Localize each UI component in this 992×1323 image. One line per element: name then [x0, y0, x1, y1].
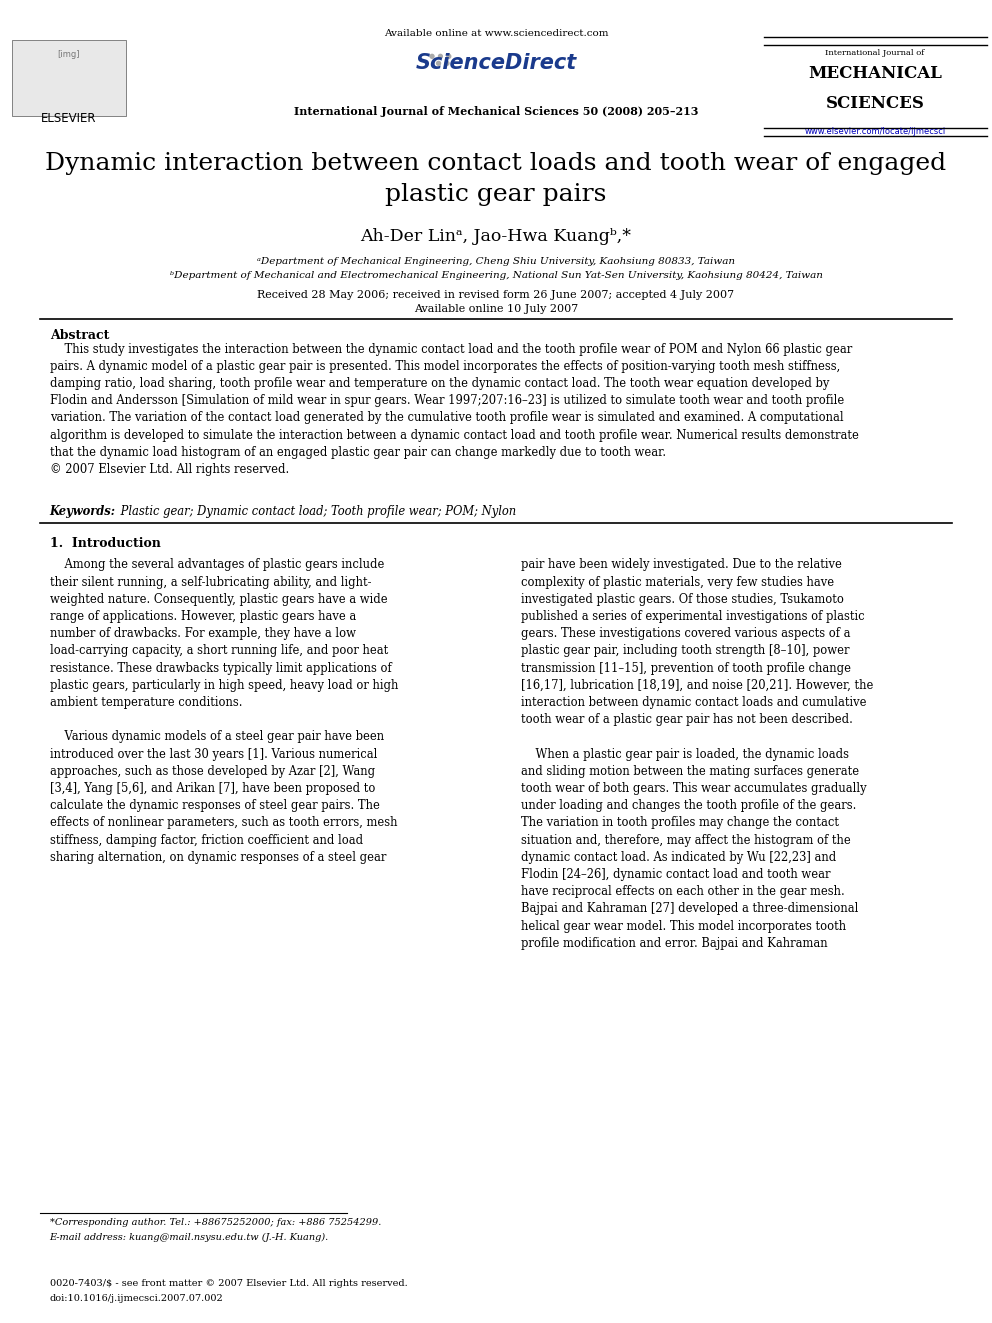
Text: International Journal of: International Journal of	[825, 49, 925, 57]
Text: Dynamic interaction between contact loads and tooth wear of engaged
plastic gear: Dynamic interaction between contact load…	[46, 152, 946, 206]
Text: Abstract: Abstract	[50, 329, 109, 343]
Text: Plastic gear; Dynamic contact load; Tooth profile wear; POM; Nylon: Plastic gear; Dynamic contact load; Toot…	[117, 505, 516, 519]
Text: Received 28 May 2006; received in revised form 26 June 2007; accepted 4 July 200: Received 28 May 2006; received in revise…	[258, 290, 734, 300]
Text: www.elsevier.com/locate/ijmecsci: www.elsevier.com/locate/ijmecsci	[805, 127, 945, 136]
Text: [img]: [img]	[58, 50, 79, 60]
Text: Available online 10 July 2007: Available online 10 July 2007	[414, 304, 578, 315]
Text: ScienceDirect: ScienceDirect	[416, 53, 576, 73]
Text: Among the several advantages of plastic gears include
their silent running, a se: Among the several advantages of plastic …	[50, 558, 398, 864]
Text: ᵃDepartment of Mechanical Engineering, Cheng Shiu University, Kaohsiung 80833, T: ᵃDepartment of Mechanical Engineering, C…	[257, 257, 735, 266]
Text: SCIENCES: SCIENCES	[825, 95, 925, 112]
Text: E-mail address: kuang@mail.nsysu.edu.tw (J.-H. Kuang).: E-mail address: kuang@mail.nsysu.edu.tw …	[50, 1233, 329, 1242]
Text: *Corresponding author. Tel.: +88675252000; fax: +886 75254299.: *Corresponding author. Tel.: +8867525200…	[50, 1218, 381, 1228]
Text: 0020-7403/$ - see front matter © 2007 Elsevier Ltd. All rights reserved.: 0020-7403/$ - see front matter © 2007 El…	[50, 1279, 408, 1289]
Text: This study investigates the interaction between the dynamic contact load and the: This study investigates the interaction …	[50, 343, 858, 476]
Text: ᵇDepartment of Mechanical and Electromechanical Engineering, National Sun Yat-Se: ᵇDepartment of Mechanical and Electromec…	[170, 271, 822, 280]
Text: MECHANICAL: MECHANICAL	[808, 65, 941, 82]
Text: Ah-Der Linᵃ, Jao-Hwa Kuangᵇ,*: Ah-Der Linᵃ, Jao-Hwa Kuangᵇ,*	[360, 228, 632, 245]
Text: pair have been widely investigated. Due to the relative
complexity of plastic ma: pair have been widely investigated. Due …	[521, 558, 873, 950]
Text: Keywords:: Keywords:	[50, 505, 116, 519]
Text: doi:10.1016/j.ijmecsci.2007.07.002: doi:10.1016/j.ijmecsci.2007.07.002	[50, 1294, 223, 1303]
Bar	[12, 40, 126, 116]
Text: ELSEVIER: ELSEVIER	[41, 112, 96, 126]
Text: ● ● ●
  ● ●: ● ● ● ● ●	[429, 53, 452, 66]
Text: 1.  Introduction: 1. Introduction	[50, 537, 161, 550]
Text: International Journal of Mechanical Sciences 50 (2008) 205–213: International Journal of Mechanical Scie…	[294, 106, 698, 116]
Text: Available online at www.sciencedirect.com: Available online at www.sciencedirect.co…	[384, 29, 608, 38]
